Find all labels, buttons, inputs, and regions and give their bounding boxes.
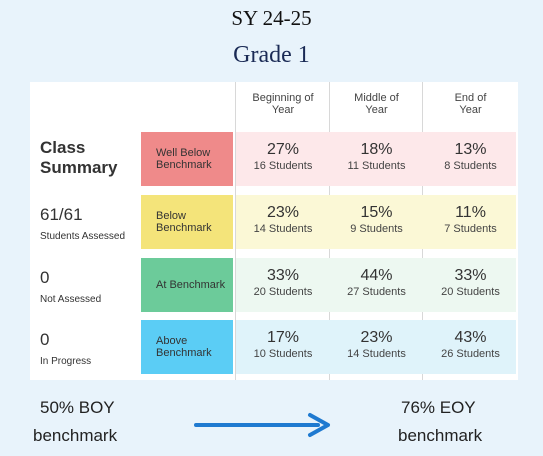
percent: 27% <box>266 141 300 158</box>
column-divider <box>235 82 236 380</box>
column-header: Middle of Year <box>354 92 399 116</box>
cell: 44% 27 Students <box>330 258 423 312</box>
column-header: End of Year <box>454 92 487 116</box>
row-band <box>236 320 516 374</box>
students: 14 Students <box>347 348 406 360</box>
students: 14 Students <box>253 223 313 235</box>
percent: 43% <box>454 329 487 346</box>
cell: 13% 8 Students <box>423 132 518 186</box>
students: 7 Students <box>444 223 497 235</box>
arrow-layer <box>194 413 330 437</box>
footer-right-sub: benchmark <box>398 426 483 445</box>
arrow-head <box>308 413 330 437</box>
students: 11 Students <box>347 160 406 172</box>
stat-value: 61/61 <box>40 205 83 224</box>
cell: 18% 11 Students <box>330 132 423 186</box>
stat-label: Not Assessed <box>40 294 102 305</box>
percent: 23% <box>360 329 393 346</box>
students: 9 Students <box>350 223 403 235</box>
stat-value: 0 <box>40 330 50 349</box>
level-label: At Benchmark <box>141 258 233 312</box>
cell: 15% 9 Students <box>330 195 423 249</box>
cell: 33% 20 Students <box>236 258 330 312</box>
students: 10 Students <box>253 348 313 360</box>
percent: 33% <box>454 267 487 284</box>
cell: 11% 7 Students <box>423 195 518 249</box>
students: 20 Students <box>253 286 313 298</box>
students: 20 Students <box>441 286 500 298</box>
cell: 17% 10 Students <box>236 320 330 374</box>
row-band <box>236 132 516 186</box>
percent: 17% <box>266 329 300 346</box>
stat-label: Students Assessed <box>40 231 126 242</box>
stat-label: In Progress <box>40 356 92 367</box>
level-label: Below Benchmark <box>141 195 233 249</box>
percent: 23% <box>266 204 300 221</box>
footer-right: 76% EOY <box>401 398 476 417</box>
title: SY 24-25 <box>231 6 312 30</box>
percent: 11% <box>455 204 486 221</box>
cell: 33% 20 Students <box>423 258 518 312</box>
row-band <box>236 258 516 312</box>
students: 16 Students <box>253 160 313 172</box>
level-label: Well Below Benchmark <box>141 132 233 186</box>
footer-left-sub: benchmark <box>33 426 118 445</box>
students: 27 Students <box>347 286 406 298</box>
column-header: Beginning of Year <box>252 92 314 116</box>
cell: 27% 16 Students <box>236 132 330 186</box>
subtitle: Grade 1 <box>233 42 310 68</box>
cell: 23% 14 Students <box>330 320 423 374</box>
students: 26 Students <box>441 348 500 360</box>
percent: 15% <box>360 204 393 221</box>
stat-value: 0 <box>40 268 50 287</box>
summary-title: Class Summary <box>40 138 118 177</box>
students: 8 Students <box>444 160 497 172</box>
percent: 18% <box>360 141 393 158</box>
cell: 43% 26 Students <box>423 320 518 374</box>
percent: 44% <box>360 267 393 284</box>
level-label: Above Benchmark <box>141 320 233 374</box>
row-band <box>236 195 516 249</box>
footer-left: 50% BOY <box>40 398 115 417</box>
percent: 13% <box>454 141 487 158</box>
percent: 33% <box>266 267 300 284</box>
cell: 23% 14 Students <box>236 195 330 249</box>
